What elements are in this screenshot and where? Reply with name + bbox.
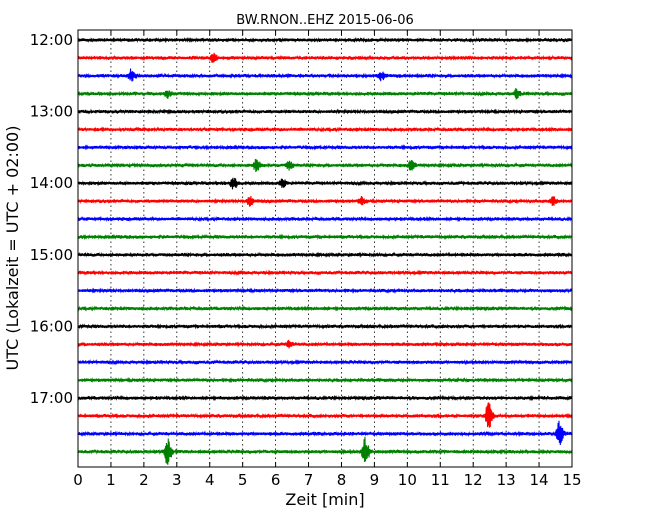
seismic-trace-1630 bbox=[77, 359, 573, 366]
x-tick-label: 10 bbox=[398, 471, 417, 489]
x-tick-label: 12 bbox=[464, 471, 483, 489]
x-tick-label: 14 bbox=[530, 471, 549, 489]
x-tick-label: 2 bbox=[139, 471, 149, 489]
seismic-trace-1730 bbox=[77, 420, 573, 446]
x-tick-label: 15 bbox=[562, 471, 581, 489]
x-tick-label: 1 bbox=[106, 471, 116, 489]
seismic-trace-1600 bbox=[77, 323, 573, 330]
y-tick-label: 16:00 bbox=[30, 317, 73, 335]
y-axis-ticks: 12:00 13:00 14:00 15:00 16:00 17:00 bbox=[30, 31, 572, 407]
seismic-trace-1400 bbox=[77, 177, 573, 190]
x-tick-label: 11 bbox=[431, 471, 450, 489]
seismic-trace-1530 bbox=[77, 287, 573, 294]
seismic-trace-1615 bbox=[77, 339, 573, 349]
seismic-trace-1745 bbox=[77, 436, 573, 465]
trace-layer bbox=[77, 36, 573, 465]
seismic-trace-1500 bbox=[77, 251, 573, 258]
x-tick-label: 5 bbox=[238, 471, 248, 489]
x-tick-label: 7 bbox=[304, 471, 314, 489]
y-tick-label: 13:00 bbox=[30, 103, 73, 121]
chart-title: BW.RNON..EHZ 2015-06-06 bbox=[236, 13, 414, 28]
x-tick-label: 6 bbox=[271, 471, 281, 489]
y-tick-label: 15:00 bbox=[30, 246, 73, 264]
x-axis-label: Zeit [min] bbox=[285, 490, 364, 509]
seismic-trace-1645 bbox=[77, 376, 573, 384]
y-axis-label: UTC (Lokalzeit = UTC + 02:00) bbox=[3, 126, 22, 371]
x-axis-ticks: 0 1 2 3 4 5 6 7 8 9 10 11 12 13 14 15 bbox=[73, 30, 582, 489]
seismic-trace-1415 bbox=[77, 195, 573, 207]
y-tick-label: 17:00 bbox=[30, 389, 73, 407]
seismic-trace-1545 bbox=[77, 305, 573, 312]
x-tick-label: 13 bbox=[497, 471, 516, 489]
seismic-trace-1715 bbox=[77, 402, 573, 428]
seismic-trace-1345 bbox=[77, 158, 573, 172]
seismic-trace-1215 bbox=[77, 52, 573, 63]
seismic-trace-1330 bbox=[77, 144, 573, 151]
x-tick-label: 8 bbox=[337, 471, 347, 489]
seismic-trace-1200 bbox=[77, 36, 573, 44]
seismic-trace-1315 bbox=[77, 126, 573, 133]
seismic-trace-1245 bbox=[77, 88, 573, 100]
seismic-trace-1430 bbox=[77, 215, 573, 223]
seismic-trace-1515 bbox=[77, 269, 573, 276]
y-tick-label: 14:00 bbox=[30, 174, 73, 192]
x-tick-label: 4 bbox=[205, 471, 215, 489]
grid-layer bbox=[110, 30, 540, 467]
x-tick-label: 3 bbox=[172, 471, 182, 489]
y-tick-label: 12:00 bbox=[30, 31, 73, 49]
x-tick-label: 9 bbox=[370, 471, 380, 489]
seismic-trace-1445 bbox=[77, 233, 573, 241]
seismic-trace-1230 bbox=[77, 68, 573, 82]
seismic-trace-1700 bbox=[77, 394, 573, 402]
seismic-trace-1300 bbox=[77, 108, 573, 115]
x-tick-label: 0 bbox=[73, 471, 83, 489]
plot-frame bbox=[77, 29, 573, 468]
